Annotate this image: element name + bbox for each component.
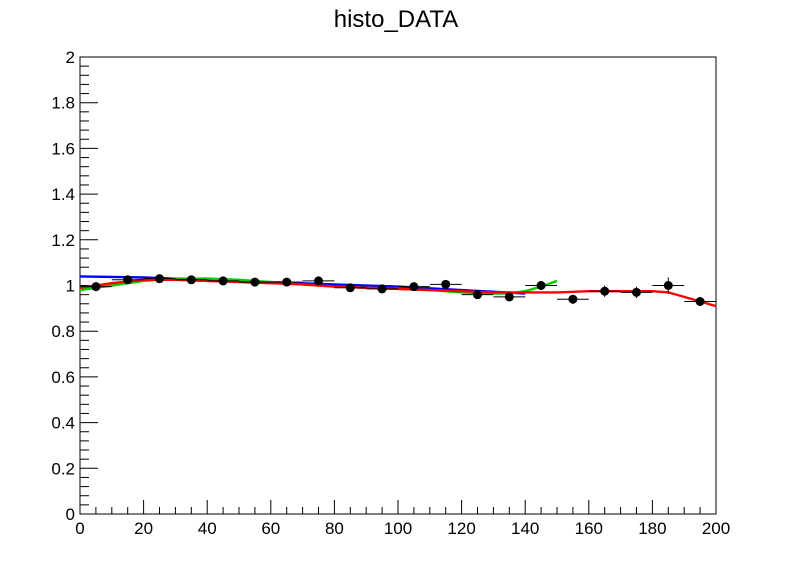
x-tick-label: 120: [447, 519, 475, 538]
y-tick-label: 0.2: [51, 459, 75, 478]
data-point: [525, 280, 557, 291]
point-marker: [377, 284, 387, 294]
data-point: [239, 277, 271, 287]
point-marker: [123, 275, 133, 285]
data-point: [143, 274, 176, 284]
data-point: [620, 286, 653, 299]
y-tick-label: 2: [66, 48, 75, 67]
point-marker: [441, 279, 451, 289]
point-marker: [186, 275, 196, 285]
x-tick-label: 60: [261, 519, 280, 538]
x-tick-label: 80: [325, 519, 344, 538]
y-tick-label: 0: [66, 505, 75, 524]
y-tick-label: 0.4: [51, 414, 75, 433]
y-tick-label: 1.6: [51, 139, 75, 158]
point-marker: [695, 296, 705, 306]
y-tick-label: 1.8: [51, 94, 75, 113]
x-tick-label: 100: [384, 519, 412, 538]
point-marker: [632, 287, 641, 297]
point-marker: [568, 294, 578, 304]
data-point: [461, 290, 494, 300]
point-marker: [473, 290, 482, 300]
data-point: [270, 277, 303, 287]
x-tick-label: 0: [75, 519, 84, 538]
x-tick-label: 180: [638, 519, 666, 538]
data-point: [207, 276, 239, 286]
data-points: [80, 274, 716, 307]
y-tick-label: 1: [66, 277, 75, 296]
data-point: [366, 284, 398, 294]
data-point: [684, 296, 716, 307]
point-marker: [218, 276, 228, 286]
fit-curve-2: [79, 278, 717, 308]
data-point: [429, 279, 462, 289]
y-tick-label: 0.8: [51, 322, 75, 341]
point-marker: [282, 277, 292, 287]
data-point: [175, 275, 208, 285]
data-point: [80, 282, 112, 292]
y-tick-label: 1.4: [51, 185, 75, 204]
data-point: [302, 276, 335, 286]
x-tick-label: 200: [702, 519, 730, 538]
x-tick-label: 20: [134, 519, 153, 538]
y-tick-label: 0.6: [51, 368, 75, 387]
axes: 0 20 40 60 80 100 120 140 160 180 200 0 0.2 0.4 0.6 0.8…: [51, 48, 730, 538]
data-point: [557, 294, 589, 304]
point-marker: [250, 277, 260, 287]
point-marker: [600, 286, 610, 296]
x-tick-label: 160: [575, 519, 603, 538]
y-tick-label: 1.2: [51, 231, 75, 250]
point-marker: [314, 276, 323, 286]
point-marker: [409, 282, 419, 292]
x-tick-label: 40: [198, 519, 217, 538]
x-tick-label: 140: [511, 519, 539, 538]
data-point: [111, 275, 144, 285]
point-marker: [345, 283, 355, 293]
point-marker: [155, 274, 164, 284]
data-point: [652, 277, 685, 294]
data-point: [588, 285, 621, 297]
point-marker: [663, 281, 673, 290]
point-marker: [91, 282, 101, 292]
point-marker: [536, 281, 546, 290]
data-point: [334, 283, 367, 293]
point-marker: [504, 292, 514, 302]
data-point: [493, 292, 526, 302]
chart-title: histo_DATA: [334, 6, 459, 33]
data-point: [398, 282, 430, 292]
